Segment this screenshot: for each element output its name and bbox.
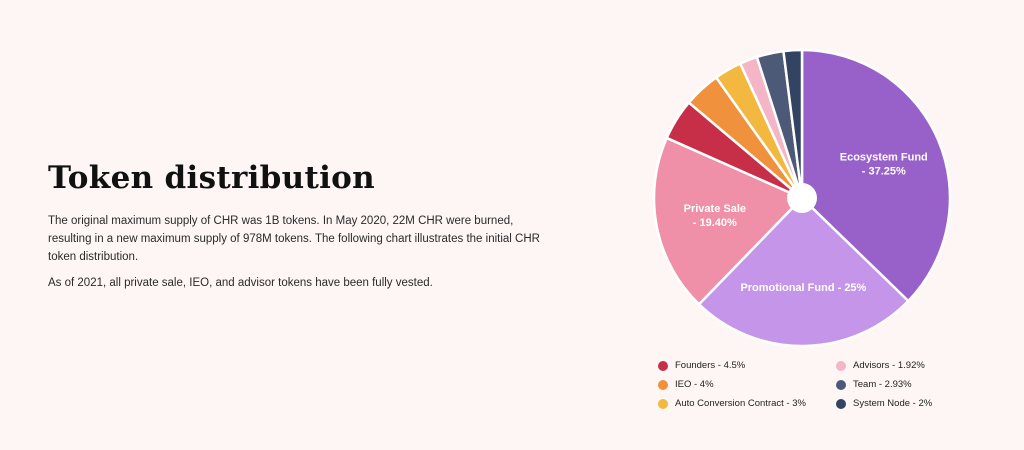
legend-item-founders: Founders - 4.5% bbox=[658, 360, 745, 371]
distribution-pie-chart: Ecosystem Fund - 37.25% Promotional Fund -… bbox=[652, 48, 952, 348]
pie-slice-promotional-fund bbox=[697, 196, 910, 348]
legend-swatch-advisors bbox=[836, 360, 846, 371]
legend-item-team: Team - 2.93% bbox=[836, 379, 912, 390]
pie-slice-system-node bbox=[782, 48, 804, 200]
pie-slice-ecosystem-fund bbox=[800, 48, 952, 303]
section-title: Token distribution bbox=[48, 160, 375, 196]
intro-paragraph: The original maximum supply of CHR was 1… bbox=[48, 215, 540, 263]
legend-item-advisors: Advisors - 1.92% bbox=[836, 360, 925, 371]
legend-label-founders: Founders - 4.5% bbox=[675, 360, 746, 371]
legend-label-advisors: Advisors - 1.92% bbox=[853, 360, 925, 371]
legend-item-system-node: System Node - 2% bbox=[836, 398, 932, 409]
legend-swatch-founders bbox=[658, 360, 668, 371]
legend-swatch-auto-conversion-contract bbox=[658, 398, 668, 409]
pie-center-hole bbox=[787, 183, 817, 213]
legend-label-auto-conversion-contract: Auto Conversion Contract - 3% bbox=[675, 398, 806, 409]
legend-item-ieo: IEO - 4% bbox=[658, 379, 714, 390]
slice-label-ecosystem-fund: Ecosystem Fund - 37.25% bbox=[840, 151, 928, 177]
legend-swatch-system-node bbox=[836, 398, 846, 409]
vesting-paragraph: As of 2021, all private sale, IEO, and a… bbox=[48, 277, 433, 289]
legend-label-system-node: System Node - 2% bbox=[853, 398, 933, 409]
slice-label-private-sale: Private Sale - 19.40% bbox=[684, 203, 746, 229]
pie-slice-private-sale bbox=[652, 136, 804, 306]
legend-swatch-team bbox=[836, 379, 846, 390]
token-distribution-section: Token distribution The original maximum … bbox=[48, 160, 548, 300]
slice-label-promotional-fund: Promotional Fund - 25% bbox=[740, 282, 866, 294]
legend-swatch-ieo bbox=[658, 379, 668, 390]
legend-label-ieo: IEO - 4% bbox=[675, 379, 714, 390]
legend-label-team: Team - 2.93% bbox=[853, 379, 912, 390]
legend-item-auto-conversion-contract: Auto Conversion Contract - 3% bbox=[658, 398, 806, 409]
